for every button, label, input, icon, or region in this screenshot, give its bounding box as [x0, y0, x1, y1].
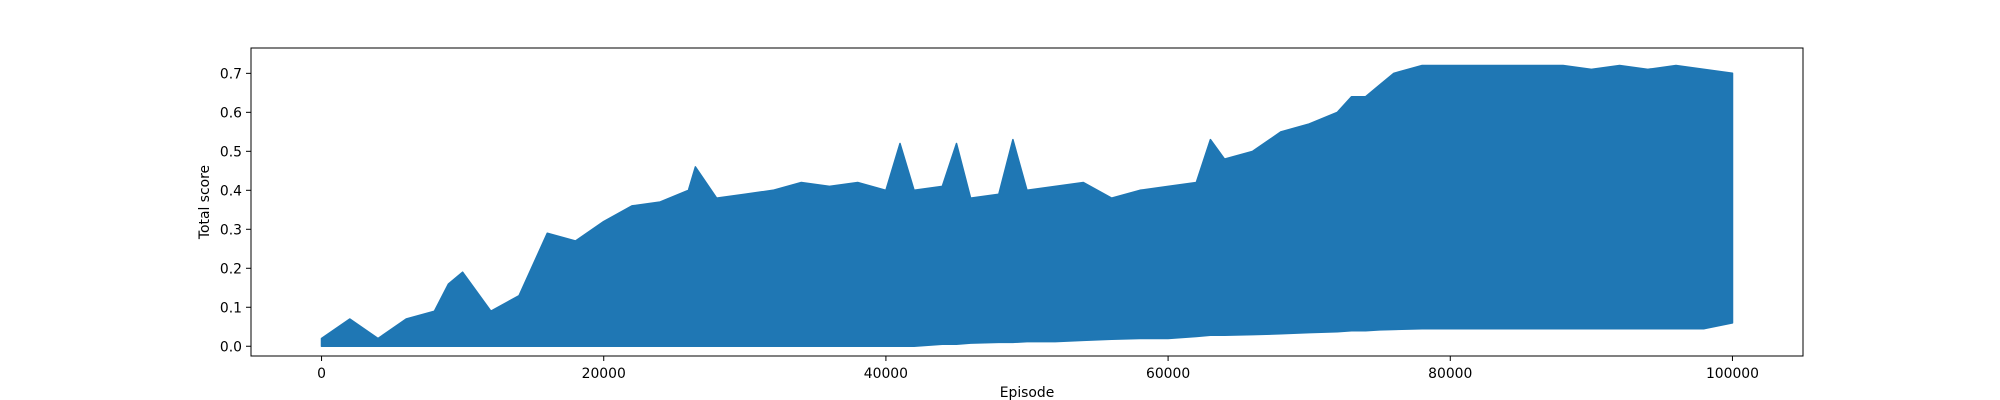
y-axis-title: Total score: [197, 165, 213, 240]
y-tick-label: 0.5: [220, 144, 242, 160]
y-tick-label: 0.1: [220, 300, 242, 316]
x-tick-label: 100000: [1706, 366, 1759, 382]
x-tick-label: 80000: [1428, 366, 1472, 382]
axes-frame: [250, 47, 1804, 357]
y-tick-label: 0.4: [220, 183, 242, 199]
plot-area: [320, 64, 1734, 348]
x-tick-label: 20000: [582, 366, 626, 382]
x-tick-label: 60000: [1146, 366, 1190, 382]
x-axis-title: Episode: [1000, 385, 1055, 400]
y-axis: 0.0 0.1 0.2 0.3 0.4 0.5 0.6 0.7: [220, 66, 251, 355]
y-tick-label: 0.0: [220, 339, 242, 355]
series-envelope: [320, 64, 1734, 348]
x-tick-label: 0: [317, 366, 326, 382]
x-tick-label: 40000: [864, 366, 908, 382]
y-tick-label: 0.6: [220, 105, 242, 121]
y-tick-label: 0.7: [220, 66, 242, 82]
y-tick-label: 0.3: [220, 222, 242, 238]
y-tick-label: 0.2: [220, 261, 242, 277]
x-axis: 0 20000 40000 60000 80000 100000: [317, 356, 1759, 382]
